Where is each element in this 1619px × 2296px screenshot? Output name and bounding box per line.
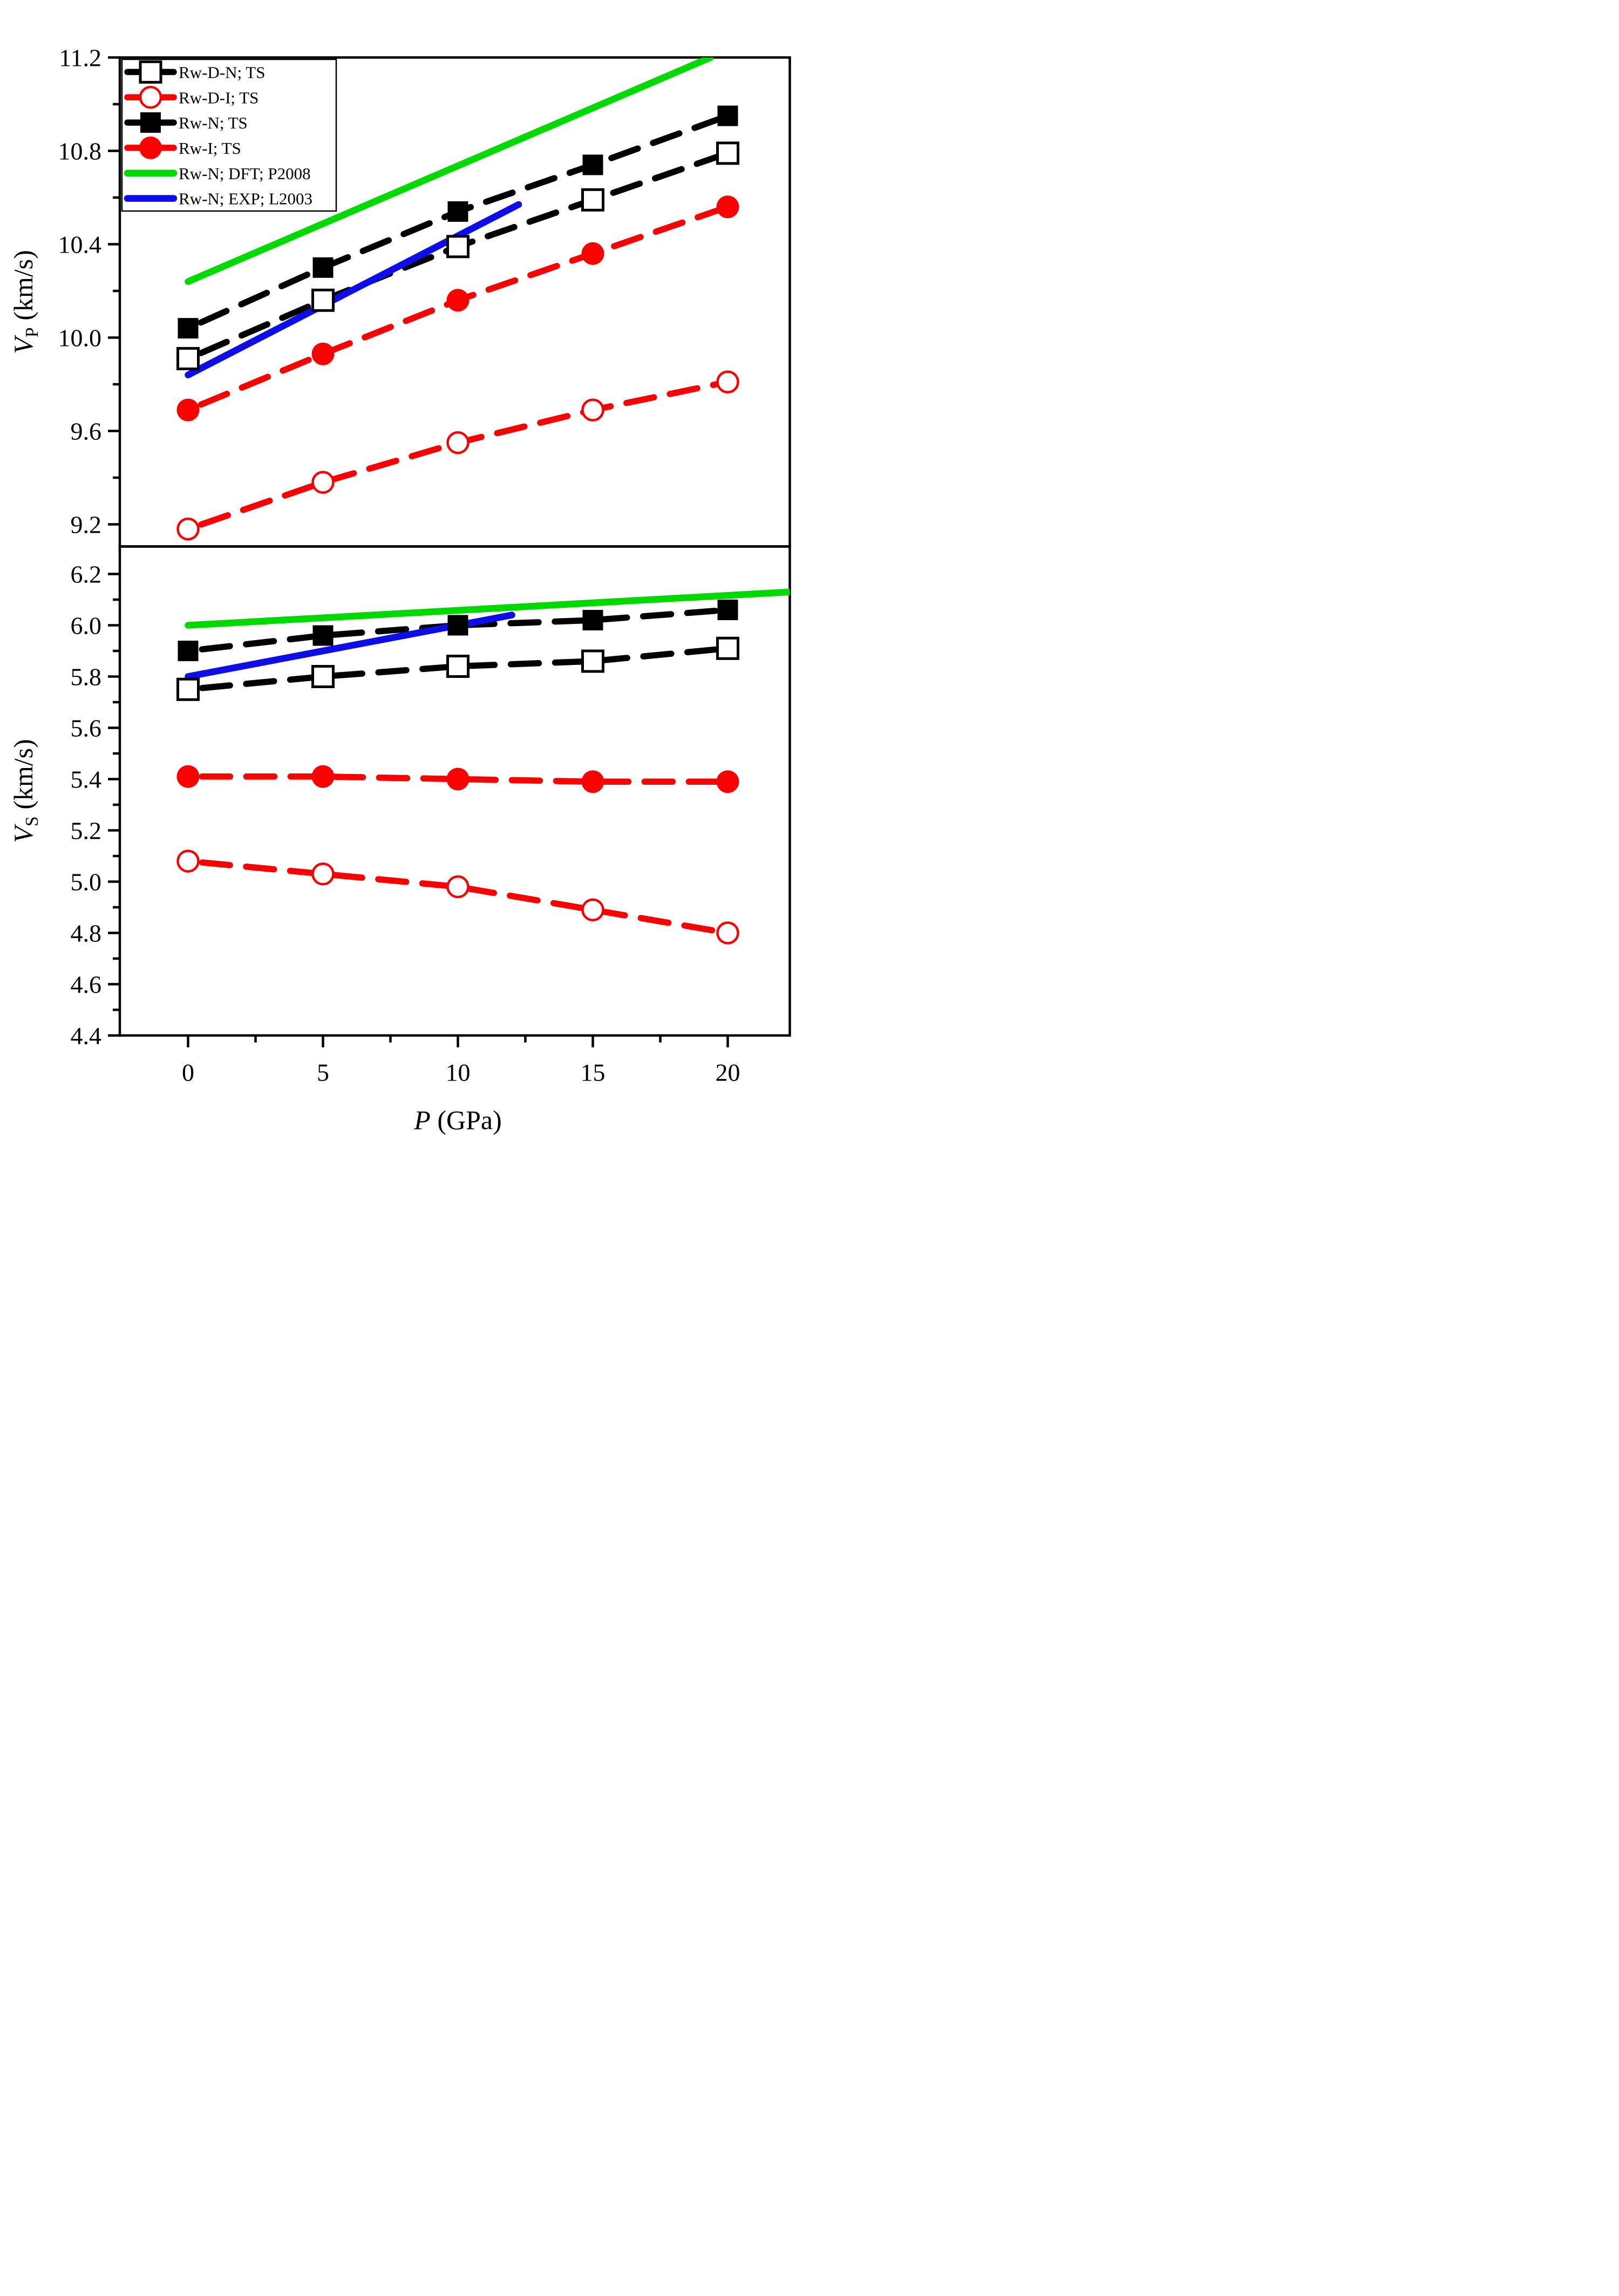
- x-axis-tick-label: 5: [317, 1059, 329, 1086]
- bottom-marker-square-filled-P20: [717, 600, 738, 620]
- bottom-marker-circle-open-P5: [311, 862, 335, 886]
- bottom-panel-plot-area: [185, 588, 790, 936]
- top-y-axis-tick-label: 10.4: [58, 231, 102, 259]
- bottom-marker-circle-filled-P20: [716, 770, 739, 793]
- bottom-marker-square-open-P20: [716, 636, 739, 660]
- legend-label: Rw-D-I; TS: [179, 88, 259, 107]
- bottom-marker-circle-filled-P15: [581, 770, 604, 793]
- legend-label: Rw-N; EXP; L2003: [179, 189, 312, 208]
- top-marker-square-filled-P15: [582, 154, 603, 175]
- top-marker-circle-filled-P0: [176, 398, 200, 422]
- x-axis-tick-label: 0: [182, 1059, 194, 1086]
- top-marker-square-open-P0: [176, 347, 200, 370]
- chart-canvas: 11.2 10.8 10.4 10.0 9.6 9.2 6.2 6.0 5.8 5.6 5.4 5.2…: [8, 44, 791, 1135]
- top-marker-circle-open-P5: [311, 471, 335, 494]
- top-marker-square-open-P10: [446, 235, 470, 259]
- legend-marker-square-filled: [140, 112, 161, 133]
- top-marker-circle-filled-P10: [446, 289, 470, 312]
- top-marker-circle-filled-P15: [581, 242, 604, 265]
- bottom-marker-square-open-P5: [311, 665, 335, 688]
- bottom-y-axis-tick-label: 4.8: [71, 920, 102, 947]
- legend-label: Rw-N; TS: [179, 113, 248, 132]
- top-marker-circle-open-P0: [176, 517, 200, 541]
- legend-label: Rw-N; DFT; P2008: [179, 164, 311, 183]
- top-y-axis-title: VP (km/s): [8, 250, 42, 354]
- top-marker-circle-open-P10: [446, 431, 470, 454]
- bottom-y-axis-tick-label: 5.0: [71, 868, 102, 896]
- top-marker-circle-open-P20: [716, 370, 739, 393]
- bottom-marker-square-open-P15: [581, 649, 604, 673]
- bottom-marker-square-filled-P10: [447, 615, 468, 636]
- top-marker-circle-open-P15: [581, 398, 604, 422]
- bottom-marker-circle-open-P20: [716, 921, 739, 945]
- legend-label: Rw-D-N; TS: [179, 63, 265, 81]
- top-marker-circle-filled-P5: [311, 342, 335, 365]
- bottom-y-axis-tick-label: 5.2: [71, 817, 102, 845]
- top-marker-circle-filled-P20: [716, 195, 739, 219]
- top-y-axis-tick-label: 10.8: [58, 138, 102, 165]
- legend-marker-circle-filled: [139, 136, 162, 159]
- bottom-y-axis-tick-label: 5.6: [71, 715, 102, 742]
- bottom-panel-frame: [118, 545, 791, 1037]
- top-marker-square-filled-P0: [178, 318, 199, 339]
- figure: 11.2 10.8 10.4 10.0 9.6 9.2 6.2 6.0 5.8 5.6 5.4 5.2…: [0, 0, 809, 1148]
- bottom-line-dft-p2008: [185, 588, 790, 629]
- bottom-marker-square-filled-P5: [312, 625, 334, 646]
- top-series-line-circle-open: [185, 378, 731, 532]
- legend-label: Rw-I; TS: [179, 139, 241, 158]
- bottom-y-axis-tick-label: 5.8: [71, 663, 102, 691]
- top-y-axis-tick-label: 10.0: [58, 324, 102, 352]
- legend-marker-circle-open: [139, 86, 162, 109]
- top-marker-square-filled-P5: [312, 257, 334, 278]
- bottom-marker-circle-open-P10: [446, 875, 470, 899]
- top-marker-square-open-P15: [581, 188, 604, 212]
- bottom-y-axis-title: VS (km/s): [8, 739, 42, 843]
- top-marker-square-open-P20: [716, 141, 739, 165]
- bottom-y-axis-tick-label: 5.4: [71, 766, 102, 793]
- bottom-marker-circle-filled-P0: [176, 765, 200, 788]
- top-y-axis-tick-label: 9.6: [71, 418, 102, 445]
- bottom-marker-circle-filled-P10: [446, 767, 470, 791]
- top-marker-square-filled-P20: [717, 105, 738, 126]
- top-y-axis-tick-label: 9.2: [71, 511, 102, 539]
- bottom-marker-square-filled-P15: [582, 610, 603, 630]
- bottom-y-axis-tick-label: 6.0: [71, 612, 102, 640]
- legend-marker-square-open: [139, 60, 162, 84]
- x-axis-tick-label: 20: [716, 1059, 740, 1086]
- bottom-marker-circle-open-P0: [176, 850, 200, 873]
- bottom-marker-square-open-P0: [176, 677, 200, 701]
- x-axis-tick-label: 10: [446, 1059, 471, 1086]
- bottom-marker-square-open-P10: [446, 655, 470, 678]
- x-axis-title: P (GPa): [413, 1105, 501, 1135]
- top-line-exp-l2003: [185, 201, 522, 378]
- top-y-axis-tick-label: 11.2: [59, 44, 101, 72]
- top-marker-square-open-P5: [311, 288, 335, 312]
- legend-box: [121, 58, 337, 212]
- bottom-y-axis-tick-label: 4.6: [71, 971, 102, 998]
- bottom-marker-circle-open-P15: [581, 898, 604, 921]
- bottom-y-axis-tick-label: 4.4: [71, 1022, 102, 1050]
- bottom-marker-square-filled-P0: [178, 641, 199, 661]
- top-line-dft-p2008: [185, 57, 714, 285]
- bottom-series-line-circle-open: [185, 858, 731, 936]
- top-marker-square-filled-P10: [447, 201, 468, 222]
- x-axis-tick-label: 15: [581, 1059, 606, 1086]
- bottom-marker-circle-filled-P5: [311, 765, 335, 788]
- bottom-y-axis-tick-label: 6.2: [71, 561, 102, 588]
